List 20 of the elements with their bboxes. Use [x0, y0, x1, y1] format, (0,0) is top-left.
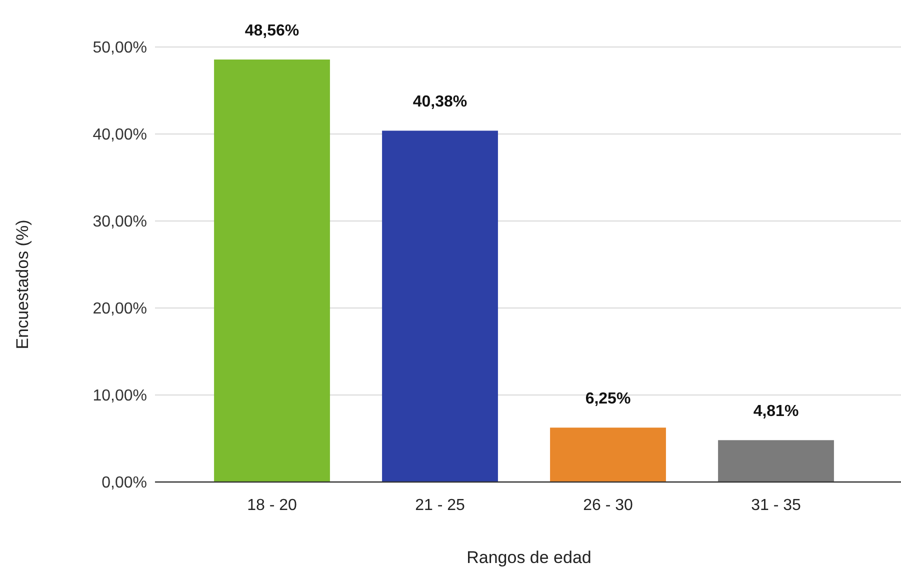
- data-label: 40,38%: [412, 94, 468, 111]
- y-axis-title: Encuestados (%): [13, 220, 32, 350]
- y-tick-label: 50,00%: [92, 40, 147, 57]
- data-label: 6,25%: [585, 390, 631, 408]
- x-tick-label: 31 - 35: [751, 497, 802, 514]
- x-tick-label: 26 - 30: [583, 497, 634, 514]
- y-tick-label: 30,00%: [92, 214, 147, 231]
- bar: [382, 130, 498, 482]
- y-tick-label: 0,00%: [102, 474, 147, 492]
- bar: [550, 428, 666, 482]
- y-tick-label: 20,00%: [92, 300, 147, 318]
- data-label: 48,56%: [244, 22, 300, 40]
- x-tick-label: 21 - 25: [415, 497, 466, 514]
- y-tick-label: 10,00%: [92, 388, 147, 405]
- x-axis-title: Rangos de edad: [466, 548, 592, 567]
- data-label: 4,81%: [753, 403, 799, 420]
- x-tick-label: 18 - 20: [247, 497, 298, 514]
- y-tick-label: 40,00%: [92, 126, 147, 144]
- bar: [214, 60, 330, 482]
- bar: [718, 440, 834, 482]
